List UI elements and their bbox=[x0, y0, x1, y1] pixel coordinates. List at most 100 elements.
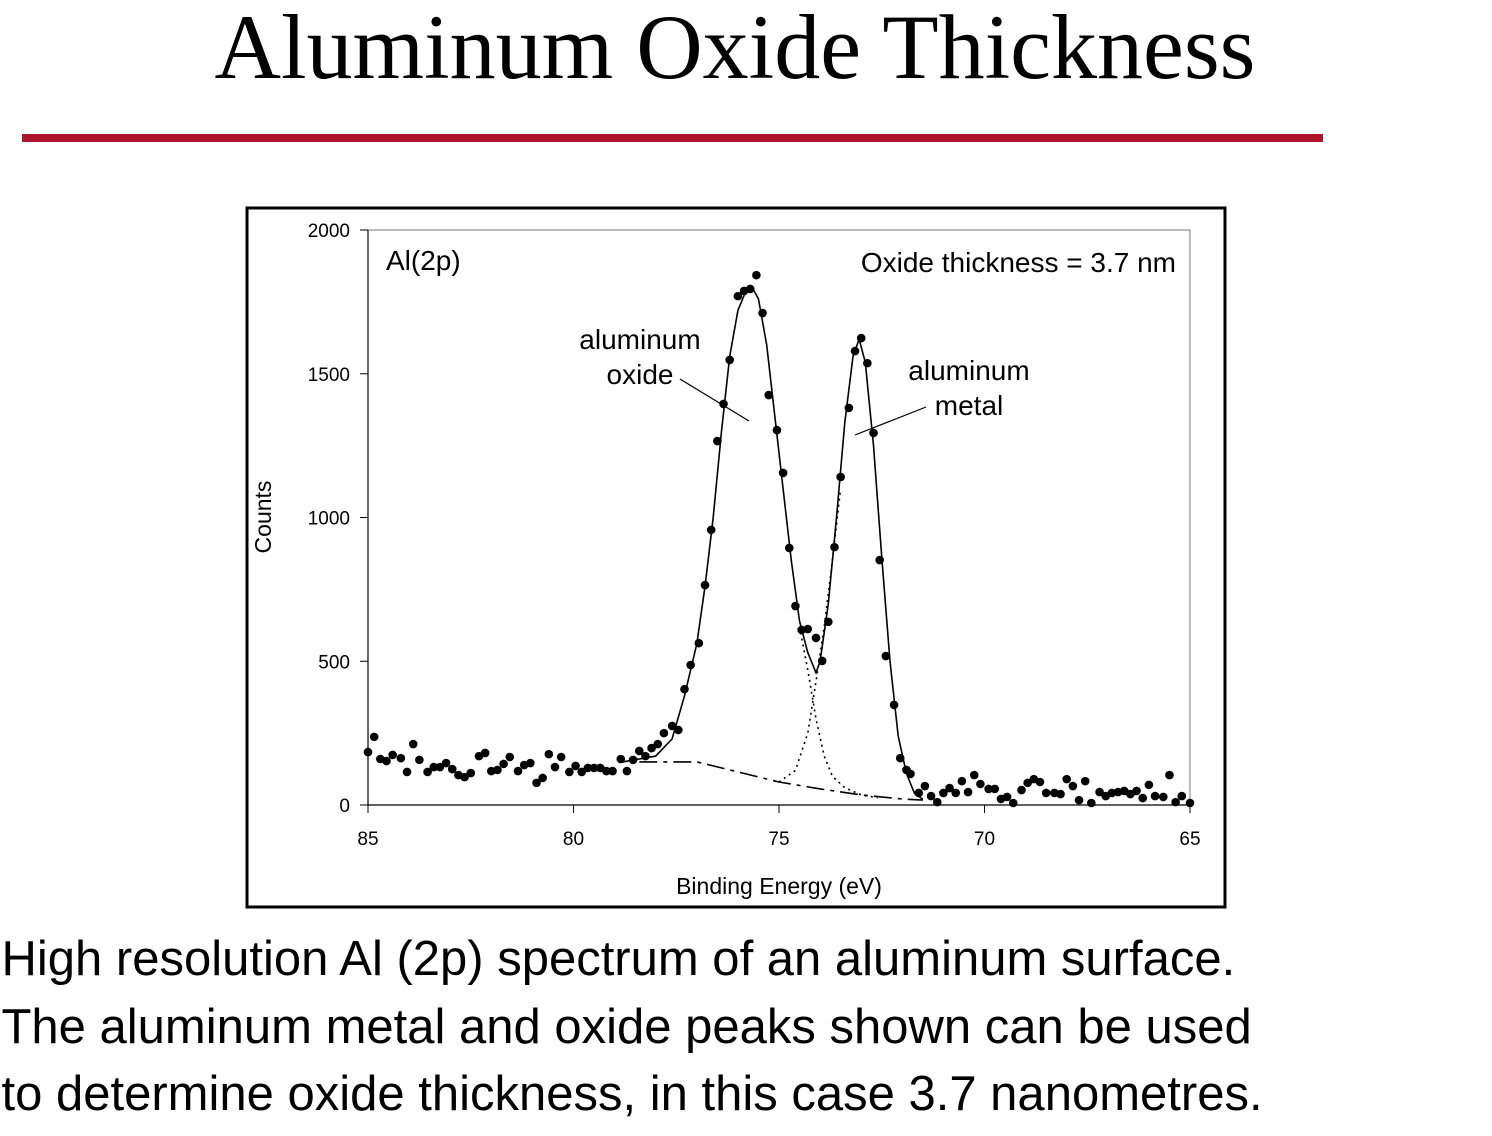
data-point bbox=[1087, 798, 1096, 808]
data-point bbox=[1177, 791, 1187, 801]
y-tick-label: 500 bbox=[318, 652, 350, 673]
data-point bbox=[423, 767, 432, 777]
data-point bbox=[608, 766, 617, 776]
data-point bbox=[435, 762, 445, 772]
data-point bbox=[647, 743, 656, 753]
x-tick-label: 80 bbox=[563, 829, 584, 850]
data-point bbox=[667, 721, 677, 731]
data-point bbox=[622, 766, 632, 776]
data-point bbox=[577, 767, 587, 777]
data-point bbox=[460, 772, 469, 782]
y-tick-label: 1000 bbox=[308, 509, 350, 530]
data-point bbox=[719, 399, 728, 409]
data-point bbox=[550, 762, 560, 772]
annotation: Al(2p) bbox=[386, 245, 461, 276]
data-point bbox=[659, 728, 669, 738]
data-point bbox=[945, 783, 954, 793]
data-point bbox=[388, 750, 397, 760]
data-point bbox=[881, 651, 891, 661]
data-point bbox=[532, 778, 541, 788]
data-point bbox=[1017, 785, 1026, 795]
data-point bbox=[447, 764, 457, 774]
data-point bbox=[984, 784, 993, 794]
data-point bbox=[1008, 798, 1018, 808]
data-point bbox=[1095, 787, 1104, 797]
data-point bbox=[803, 624, 813, 634]
data-point bbox=[544, 749, 554, 759]
annotation: metal bbox=[935, 390, 1003, 421]
data-point bbox=[951, 788, 961, 798]
data-point bbox=[602, 766, 611, 776]
data-point bbox=[1041, 788, 1051, 798]
data-point bbox=[926, 791, 936, 801]
data-point bbox=[733, 291, 743, 301]
data-point bbox=[1138, 793, 1148, 803]
data-point bbox=[932, 797, 942, 807]
data-point bbox=[565, 767, 574, 777]
data-point bbox=[493, 765, 502, 775]
y-axis-label: Counts bbox=[250, 481, 276, 554]
data-point bbox=[1171, 797, 1180, 807]
annotation: Oxide thickness = 3.7 nm bbox=[861, 247, 1176, 278]
fit-line bbox=[798, 626, 878, 799]
annotation: oxide bbox=[607, 359, 674, 390]
data-point bbox=[583, 763, 593, 773]
data-point bbox=[505, 752, 515, 762]
chart-frame bbox=[245, 206, 1227, 909]
data-point bbox=[634, 746, 644, 756]
fit-line bbox=[622, 286, 924, 800]
annotation-pointer bbox=[854, 406, 927, 436]
title-rule bbox=[22, 134, 1323, 142]
x-tick-label: 65 bbox=[1179, 829, 1200, 850]
data-point bbox=[752, 270, 761, 280]
data-point bbox=[957, 776, 967, 786]
data-point bbox=[811, 633, 821, 643]
data-point bbox=[674, 725, 683, 735]
data-point bbox=[778, 468, 788, 478]
data-point bbox=[1165, 770, 1174, 780]
data-point bbox=[920, 781, 930, 791]
data-point bbox=[976, 779, 985, 789]
data-point bbox=[408, 739, 418, 749]
data-point bbox=[869, 428, 878, 438]
data-point bbox=[538, 773, 547, 783]
data-point bbox=[1002, 792, 1012, 802]
data-point bbox=[396, 753, 406, 763]
annotation: aluminum bbox=[579, 324, 700, 355]
data-point bbox=[758, 308, 767, 318]
caption-line: High resolution Al (2p) spectrum of an a… bbox=[2, 932, 1236, 986]
data-point bbox=[1132, 786, 1141, 796]
data-point bbox=[429, 762, 439, 772]
data-point bbox=[1068, 781, 1078, 791]
annotation: aluminum bbox=[908, 355, 1029, 386]
data-point bbox=[513, 766, 523, 776]
data-point bbox=[963, 787, 973, 797]
y-tick-label: 0 bbox=[339, 796, 350, 817]
data-point bbox=[363, 747, 373, 757]
data-point bbox=[556, 752, 566, 762]
data-point bbox=[526, 758, 535, 768]
data-point bbox=[1023, 778, 1032, 788]
data-point bbox=[653, 739, 663, 749]
y-tick-label: 1500 bbox=[308, 365, 350, 386]
data-point bbox=[499, 759, 508, 769]
slide-title: Aluminum Oxide Thickness bbox=[215, 0, 1256, 98]
data-point bbox=[764, 390, 774, 400]
x-tick-label: 85 bbox=[357, 829, 378, 850]
caption-line: to determine oxide thickness, in this ca… bbox=[2, 1067, 1263, 1121]
data-point bbox=[1074, 795, 1084, 805]
x-tick-label: 75 bbox=[768, 829, 789, 850]
data-point bbox=[1150, 791, 1160, 801]
data-point bbox=[571, 761, 580, 771]
data-point bbox=[1144, 780, 1154, 790]
data-point bbox=[441, 758, 451, 768]
data-point bbox=[369, 732, 379, 742]
data-point bbox=[1080, 776, 1090, 786]
y-tick-label: 2000 bbox=[308, 221, 350, 242]
data-point bbox=[402, 767, 412, 777]
data-point bbox=[906, 769, 915, 779]
chart: 0 500 1000 1500 2000 85 80 75 70 65 Binding Energy… bbox=[250, 221, 1201, 899]
data-point bbox=[969, 770, 979, 780]
